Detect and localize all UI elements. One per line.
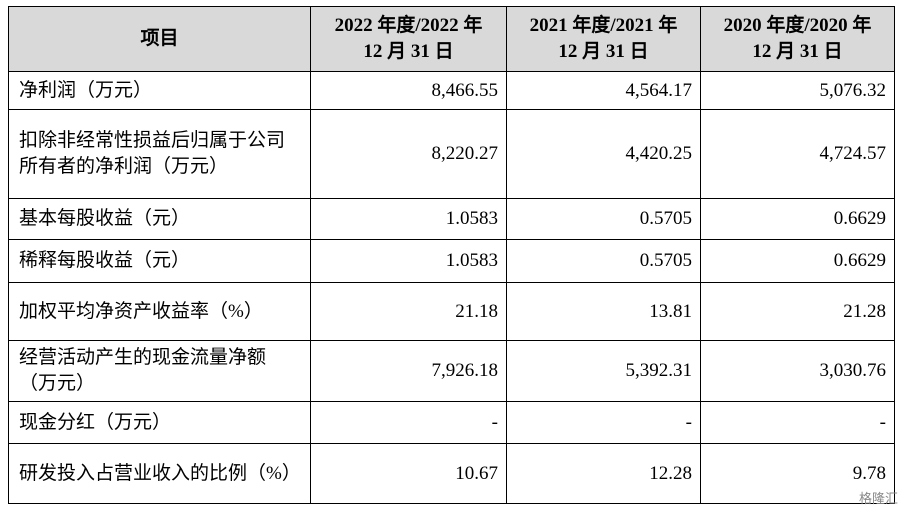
value-cell: 5,392.31 xyxy=(506,340,701,402)
value-cell: 0.5705 xyxy=(506,239,701,283)
row-label: 现金分红（万元） xyxy=(8,401,311,444)
value-cell: 13.81 xyxy=(506,282,701,341)
row-label: 基本每股收益（元） xyxy=(8,198,311,240)
header-line: 2022 年度/2022 年 xyxy=(334,15,483,36)
watermark: 格隆汇 xyxy=(858,492,898,507)
value-cell: - xyxy=(310,401,507,444)
header-line: 12 月 31 日 xyxy=(363,41,454,62)
row-label: 加权平均净资产收益率（%） xyxy=(8,282,311,341)
value-cell: 0.5705 xyxy=(506,198,701,240)
header-cell: 2022 年度/2022 年 12 月 31 日 xyxy=(310,6,507,72)
value-cell: 1.0583 xyxy=(310,239,507,283)
header-line: 项目 xyxy=(140,28,179,49)
row-label: 经营活动产生的现金流量净额（万元） xyxy=(8,340,311,402)
header-cell: 项目 xyxy=(8,6,311,72)
header-cell: 2021 年度/2021 年 12 月 31 日 xyxy=(506,6,701,72)
table-row: 基本每股收益（元） 1.0583 0.5705 0.6629 xyxy=(8,198,895,240)
value-cell: 8,466.55 xyxy=(310,71,507,110)
value-cell: 4,420.25 xyxy=(506,109,701,199)
table-row: 稀释每股收益（元） 1.0583 0.5705 0.6629 xyxy=(8,239,895,283)
table-row: 研发投入占营业收入的比例（%） 10.67 12.28 9.78 xyxy=(8,443,895,504)
table-row: 扣除非经常性损益后归属于公司所有者的净利润（万元） 8,220.27 4,420.2… xyxy=(8,109,895,199)
table-body: 净利润（万元） 8,466.55 4,564.17 5,076.32 扣除非经常性损益后… xyxy=(8,71,895,504)
value-cell: - xyxy=(700,401,895,444)
value-cell: 12.28 xyxy=(506,443,701,504)
table-row: 加权平均净资产收益率（%） 21.18 13.81 21.28 xyxy=(8,282,895,341)
header-row: 项目 2022 年度/2022 年 12 月 31 日 2021 年度/2021 年 1… xyxy=(8,6,895,72)
value-cell: 4,564.17 xyxy=(506,71,701,110)
header-cell: 2020 年度/2020 年 12 月 31 日 xyxy=(700,6,895,72)
value-cell: 1.0583 xyxy=(310,198,507,240)
data-table: 项目 2022 年度/2022 年 12 月 31 日 2021 年度/2021 年 1… xyxy=(8,6,895,504)
value-cell: 5,076.32 xyxy=(700,71,895,110)
value-cell: 10.67 xyxy=(310,443,507,504)
value-cell: 3,030.76 xyxy=(700,340,895,402)
value-cell: 21.28 xyxy=(700,282,895,341)
value-cell: 7,926.18 xyxy=(310,340,507,402)
value-cell: 21.18 xyxy=(310,282,507,341)
header-line: 2021 年度/2021 年 xyxy=(529,15,678,36)
header-line: 12 月 31 日 xyxy=(558,41,649,62)
row-label: 扣除非经常性损益后归属于公司所有者的净利润（万元） xyxy=(8,109,311,199)
value-cell: 0.6629 xyxy=(700,239,895,283)
value-cell: 4,724.57 xyxy=(700,109,895,199)
table-row: 经营活动产生的现金流量净额（万元） 7,926.18 5,392.31 3,030.7… xyxy=(8,340,895,402)
header-line: 12 月 31 日 xyxy=(752,41,843,62)
value-cell: 8,220.27 xyxy=(310,109,507,199)
table-row: 现金分红（万元） - - - xyxy=(8,401,895,444)
value-cell: 9.78 xyxy=(700,443,895,504)
value-cell: - xyxy=(506,401,701,444)
row-label: 稀释每股收益（元） xyxy=(8,239,311,283)
row-label: 研发投入占营业收入的比例（%） xyxy=(8,443,311,504)
header-line: 2020 年度/2020 年 xyxy=(723,15,872,36)
value-cell: 0.6629 xyxy=(700,198,895,240)
table-row: 净利润（万元） 8,466.55 4,564.17 5,076.32 xyxy=(8,71,895,110)
row-label: 净利润（万元） xyxy=(8,71,311,110)
